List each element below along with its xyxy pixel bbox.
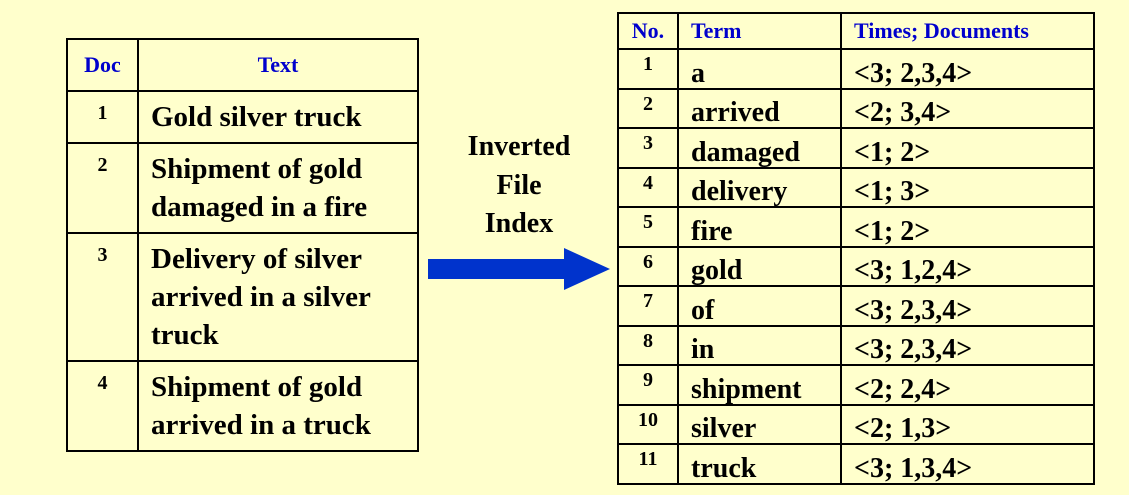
document-row: 1 Gold silver truck (66, 90, 419, 144)
doc-text-line: damaged in a fire (151, 191, 368, 223)
index-times: <2; 2,4> (840, 364, 1095, 406)
index-number: 1 (617, 48, 679, 90)
label-line: File (496, 169, 542, 201)
doc-number: 4 (66, 360, 139, 452)
doc-text: Shipment of gold arrived in a truck (137, 360, 419, 452)
documents-table: Doc Text 1 Gold silver truck 2 Shipment … (66, 38, 419, 452)
index-times: <2; 3,4> (840, 87, 1095, 129)
doc-number: 3 (66, 232, 139, 362)
index-times: <1; 2> (840, 127, 1095, 169)
text-column-header: Text (137, 38, 419, 92)
index-times: <1; 3> (840, 166, 1095, 208)
index-row: 2 arrived <2; 3,4> (617, 87, 1095, 129)
index-term: silver (677, 403, 842, 445)
index-term: shipment (677, 364, 842, 406)
index-times: <3; 1,3,4> (840, 443, 1095, 485)
index-row: 9 shipment <2; 2,4> (617, 364, 1095, 406)
document-row: 3 Delivery of silver arrived in a silver… (66, 232, 419, 362)
index-term: fire (677, 206, 842, 248)
index-number: 9 (617, 364, 679, 406)
times-documents-column-header: Times; Documents (840, 12, 1095, 50)
index-times: <3; 2,3,4> (840, 324, 1095, 366)
doc-text-line: Delivery of silver (151, 243, 362, 275)
doc-text-line: Shipment of gold (151, 371, 363, 403)
index-row: 8 in <3; 2,3,4> (617, 324, 1095, 366)
index-times: <1; 2> (840, 206, 1095, 248)
doc-column-header: Doc (66, 38, 139, 92)
index-number: 3 (617, 127, 679, 169)
index-term: a (677, 48, 842, 90)
index-term: of (677, 285, 842, 327)
inverted-index-table: No. Term Times; Documents 1 a <3; 2,3,4>… (617, 12, 1095, 485)
document-row: 2 Shipment of gold damaged in a fire (66, 142, 419, 234)
doc-number: 2 (66, 142, 139, 234)
label-line: Index (484, 208, 554, 239)
doc-text-line: Gold silver truck (151, 101, 362, 133)
index-number: 11 (617, 443, 679, 485)
index-times: <3; 1,2,4> (840, 245, 1095, 287)
documents-header-row: Doc Text (66, 38, 419, 92)
index-number: 7 (617, 285, 679, 327)
doc-text-line: Shipment of gold (151, 153, 363, 185)
index-times: <3; 2,3,4> (840, 48, 1095, 90)
index-term: truck (677, 443, 842, 485)
term-column-header: Term (677, 12, 842, 50)
index-term: in (677, 324, 842, 366)
index-header-row: No. Term Times; Documents (617, 12, 1095, 50)
index-term: delivery (677, 166, 842, 208)
index-row: 1 a <3; 2,3,4> (617, 48, 1095, 90)
inverted-file-index-label: Inverted File Index (455, 128, 583, 244)
doc-text: Shipment of gold damaged in a fire (137, 142, 419, 234)
index-term: damaged (677, 127, 842, 169)
index-row: 7 of <3; 2,3,4> (617, 285, 1095, 327)
index-row: 11 truck <3; 1,3,4> (617, 443, 1095, 485)
index-number: 10 (617, 403, 679, 445)
label-line: Inverted (467, 131, 571, 162)
index-number: 2 (617, 87, 679, 129)
index-row: 5 fire <1; 2> (617, 206, 1095, 248)
index-row: 6 gold <3; 1,2,4> (617, 245, 1095, 287)
index-number: 8 (617, 324, 679, 366)
doc-number: 1 (66, 90, 139, 144)
index-times: <3; 2,3,4> (840, 285, 1095, 327)
doc-text: Gold silver truck (137, 90, 419, 144)
no-column-header: No. (617, 12, 679, 50)
index-row: 10 silver <2; 1,3> (617, 403, 1095, 445)
index-term: gold (677, 245, 842, 287)
index-row: 3 damaged <1; 2> (617, 127, 1095, 169)
index-times: <2; 1,3> (840, 403, 1095, 445)
index-row: 4 delivery <1; 3> (617, 166, 1095, 208)
document-row: 4 Shipment of gold arrived in a truck (66, 360, 419, 452)
doc-text-line: arrived in a silver (151, 281, 371, 313)
index-number: 4 (617, 166, 679, 208)
index-number: 6 (617, 245, 679, 287)
index-number: 5 (617, 206, 679, 248)
index-term: arrived (677, 87, 842, 129)
doc-text-line: truck (151, 319, 219, 351)
doc-text-line: arrived in a truck (151, 409, 371, 441)
right-arrow-icon (428, 248, 610, 290)
doc-text: Delivery of silver arrived in a silver t… (137, 232, 419, 362)
